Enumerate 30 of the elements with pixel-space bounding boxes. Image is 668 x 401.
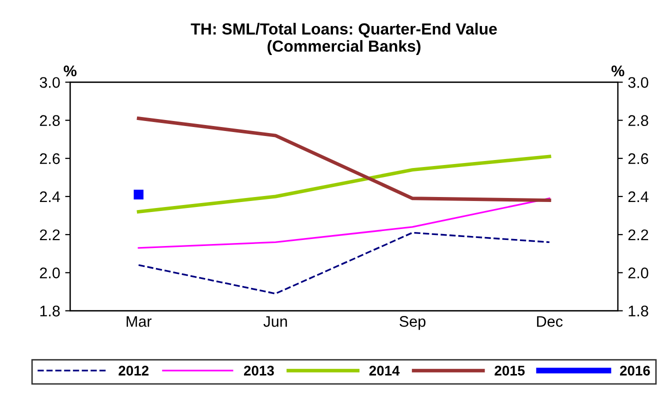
line-series: [136, 154, 552, 214]
legend-label: 2015: [494, 366, 525, 376]
y-axis-title: %: [64, 66, 77, 76]
legend-label: 2012: [118, 366, 149, 376]
line-series: [138, 198, 550, 249]
y2-tick-label: 2.2: [628, 229, 648, 240]
y-tick-label: 2.6: [40, 153, 60, 164]
x-tick-label: Sep: [400, 316, 426, 330]
legend-label: 2014: [369, 366, 400, 376]
y-tick-label: 2.4: [40, 191, 60, 202]
y-tick-label: 1.8: [40, 306, 60, 316]
y2-axis-title: %: [611, 66, 624, 76]
y-tick-label: 3.0: [40, 77, 60, 88]
y2-tick-label: 2.6: [628, 153, 648, 164]
y-tick-label: 2.8: [40, 115, 60, 126]
line-series: [138, 232, 550, 294]
y2-tick-label: 1.8: [628, 306, 648, 316]
y-tick-label: 2.0: [40, 268, 60, 278]
x-tick-label: Mar: [126, 316, 152, 327]
y2-tick-label: 3.0: [628, 77, 648, 88]
y2-tick-label: 2.4: [628, 191, 648, 202]
chart-title: TH: SML/Total Loans: Quarter-End Value (Commercial Banks): [190, 22, 497, 55]
y2-tick-label: 2.8: [628, 115, 648, 126]
legend-label: 2013: [244, 366, 274, 376]
line-series: [136, 116, 552, 202]
legend-label: 2016: [620, 366, 650, 376]
y2-tick-label: 2.0: [628, 268, 648, 278]
x-tick-label: Dec: [537, 316, 563, 327]
x-tick-label: Jun: [263, 316, 287, 327]
y-tick-label: 2.2: [40, 229, 60, 240]
